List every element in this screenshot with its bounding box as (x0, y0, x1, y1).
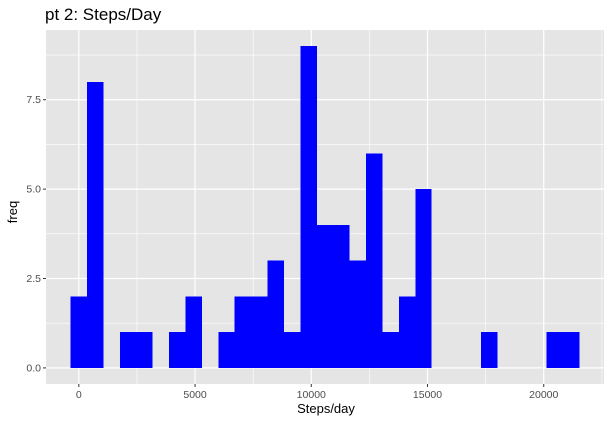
chart-title: pt 2: Steps/Day (45, 5, 162, 24)
histogram-bar (234, 296, 252, 368)
histogram-bar (119, 332, 137, 368)
histogram-bar (283, 332, 301, 368)
histogram-bar (546, 332, 563, 368)
histogram-bar (300, 46, 317, 368)
y-axis-ticks: 0.0 2.5 5.0 7.5 (26, 94, 46, 374)
y-tick-label: 2.5 (26, 273, 41, 285)
histogram-bar (333, 224, 350, 368)
histogram-bar (136, 332, 153, 368)
histogram-bar (169, 332, 186, 368)
x-tick-label: 20000 (529, 389, 558, 401)
histogram-bar (366, 153, 383, 368)
x-tick-label: 10000 (297, 389, 326, 401)
y-axis-title: freq (5, 201, 20, 223)
histogram-bar (382, 332, 399, 368)
x-axis-title: Steps/day (297, 401, 355, 416)
histogram-bar (480, 332, 498, 368)
histogram-bars (70, 46, 580, 368)
histogram-bar (251, 296, 268, 368)
histogram-bar (70, 296, 88, 368)
histogram-bar (218, 332, 235, 368)
histogram-bar (349, 260, 367, 368)
x-tick-label: 0 (76, 389, 82, 401)
histogram-bar (415, 189, 432, 368)
histogram-bar (185, 296, 202, 368)
x-tick-label: 5000 (183, 389, 207, 401)
histogram-bar (316, 224, 334, 368)
histogram-bar (267, 260, 284, 368)
x-tick-label: 15000 (413, 389, 442, 401)
histogram-bar (562, 332, 580, 368)
x-axis-ticks: 0 5000 10000 15000 20000 (76, 384, 559, 401)
histogram-bar (87, 81, 104, 368)
y-tick-label: 7.5 (26, 94, 41, 106)
y-tick-label: 0.0 (26, 362, 41, 374)
histogram-bar (398, 296, 416, 368)
y-tick-label: 5.0 (26, 184, 41, 196)
